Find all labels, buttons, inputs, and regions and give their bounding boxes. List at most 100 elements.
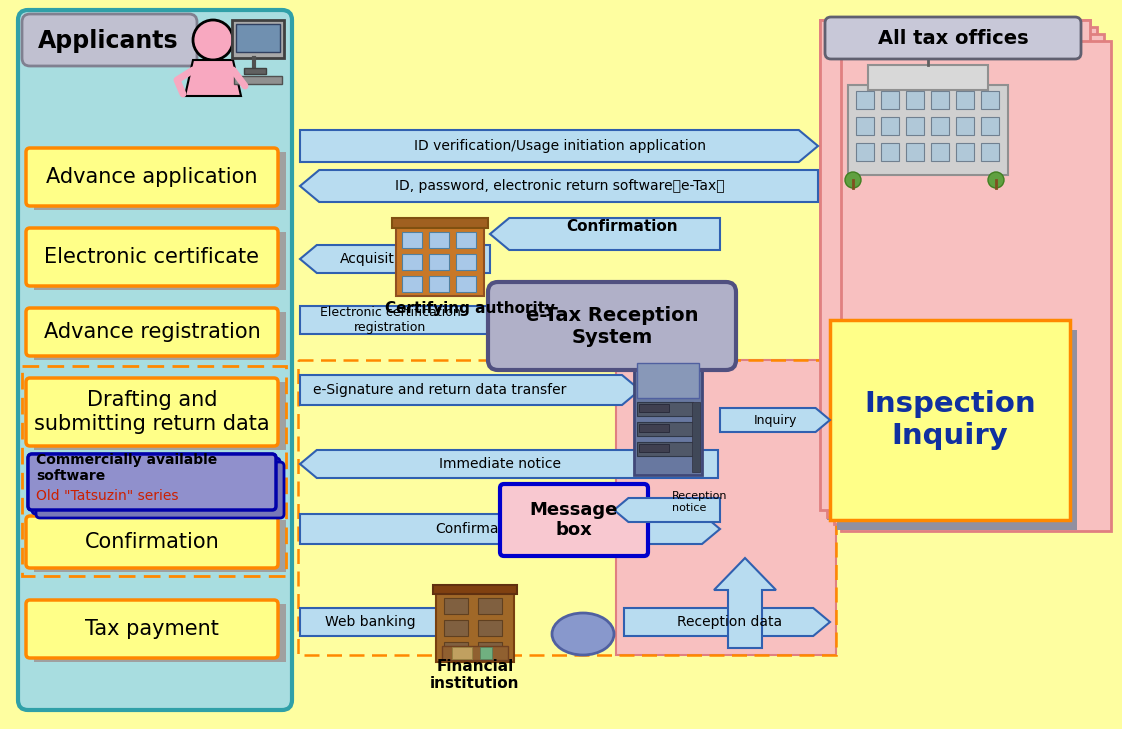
- Bar: [478, 620, 502, 636]
- Text: Acquisition: Acquisition: [340, 252, 416, 266]
- Text: Immediate notice: Immediate notice: [439, 457, 561, 471]
- Text: e-Signature and return data transfer: e-Signature and return data transfer: [313, 383, 567, 397]
- Polygon shape: [300, 450, 718, 478]
- Bar: [692, 402, 700, 472]
- Bar: [34, 232, 286, 290]
- Bar: [456, 232, 476, 248]
- Polygon shape: [300, 306, 594, 334]
- Text: Financial
institution: Financial institution: [430, 659, 519, 691]
- Bar: [881, 91, 899, 109]
- Polygon shape: [300, 170, 818, 202]
- Bar: [905, 143, 925, 161]
- Text: e-Tax Reception
System: e-Tax Reception System: [526, 305, 698, 346]
- Circle shape: [845, 172, 861, 188]
- Text: Web banking: Web banking: [324, 615, 415, 629]
- Bar: [34, 520, 286, 572]
- Bar: [444, 620, 468, 636]
- Text: ID, password, electronic return software（e-Tax）: ID, password, electronic return software…: [395, 179, 725, 193]
- FancyBboxPatch shape: [33, 458, 280, 514]
- Text: Commercially available
software: Commercially available software: [36, 453, 218, 483]
- Bar: [456, 276, 476, 292]
- Text: Applicants: Applicants: [38, 29, 178, 53]
- Bar: [429, 276, 449, 292]
- Bar: [931, 117, 949, 135]
- FancyBboxPatch shape: [26, 308, 278, 356]
- Bar: [637, 422, 693, 436]
- Text: Confirmation: Confirmation: [567, 219, 678, 233]
- Bar: [842, 41, 1111, 531]
- Bar: [392, 218, 488, 228]
- Bar: [848, 85, 1008, 175]
- Bar: [452, 647, 472, 659]
- Bar: [402, 276, 422, 292]
- Bar: [232, 20, 284, 58]
- Bar: [881, 143, 899, 161]
- Polygon shape: [624, 608, 830, 636]
- Bar: [640, 404, 669, 412]
- Bar: [981, 91, 999, 109]
- Bar: [456, 254, 476, 270]
- FancyBboxPatch shape: [26, 148, 278, 206]
- Bar: [436, 590, 514, 662]
- Bar: [834, 34, 1104, 524]
- FancyBboxPatch shape: [28, 454, 276, 510]
- Bar: [956, 91, 974, 109]
- Bar: [931, 143, 949, 161]
- Bar: [956, 117, 974, 135]
- Bar: [402, 254, 422, 270]
- Circle shape: [193, 20, 233, 60]
- Bar: [22, 366, 286, 576]
- Bar: [616, 360, 836, 655]
- FancyBboxPatch shape: [26, 378, 278, 446]
- Bar: [234, 76, 282, 84]
- Bar: [827, 30, 1097, 520]
- Bar: [830, 320, 1070, 520]
- Bar: [905, 117, 925, 135]
- Bar: [905, 91, 925, 109]
- FancyBboxPatch shape: [26, 516, 278, 568]
- Text: Electronic certificate: Electronic certificate: [45, 247, 259, 267]
- Text: Advance application: Advance application: [46, 167, 258, 187]
- Text: Confirmation: Confirmation: [84, 532, 220, 552]
- Text: All tax offices: All tax offices: [877, 28, 1028, 47]
- FancyBboxPatch shape: [500, 484, 649, 556]
- Bar: [827, 27, 1097, 517]
- Bar: [637, 442, 693, 456]
- Polygon shape: [185, 60, 241, 96]
- Text: ID verification/Usage initiation application: ID verification/Usage initiation applica…: [414, 139, 706, 153]
- Bar: [868, 65, 988, 90]
- Polygon shape: [614, 498, 720, 522]
- Ellipse shape: [552, 613, 614, 655]
- Polygon shape: [300, 514, 720, 544]
- Text: Electronic certification
registration: Electronic certification registration: [320, 306, 460, 334]
- Bar: [480, 647, 493, 659]
- Bar: [429, 232, 449, 248]
- Bar: [236, 24, 280, 52]
- Bar: [429, 254, 449, 270]
- FancyBboxPatch shape: [26, 600, 278, 658]
- FancyBboxPatch shape: [488, 282, 736, 370]
- Text: Confirmation: Confirmation: [435, 522, 525, 536]
- Bar: [820, 20, 1089, 510]
- Bar: [433, 585, 517, 594]
- Bar: [981, 117, 999, 135]
- Polygon shape: [490, 218, 720, 250]
- Bar: [856, 117, 874, 135]
- Polygon shape: [300, 130, 818, 162]
- Text: Reception
notice: Reception notice: [672, 491, 727, 512]
- Text: Reception data: Reception data: [678, 615, 782, 629]
- Bar: [298, 360, 836, 655]
- Text: Drafting and
submitting return data: Drafting and submitting return data: [34, 391, 269, 434]
- Bar: [637, 402, 693, 416]
- Bar: [442, 646, 508, 660]
- Text: Message
box: Message box: [530, 501, 618, 539]
- Bar: [478, 598, 502, 614]
- Text: Certifying authority: Certifying authority: [385, 300, 555, 316]
- Polygon shape: [300, 245, 490, 273]
- Bar: [931, 91, 949, 109]
- Bar: [444, 598, 468, 614]
- Text: Tax payment: Tax payment: [85, 619, 219, 639]
- Bar: [478, 642, 502, 658]
- Bar: [34, 604, 286, 662]
- Bar: [34, 152, 286, 210]
